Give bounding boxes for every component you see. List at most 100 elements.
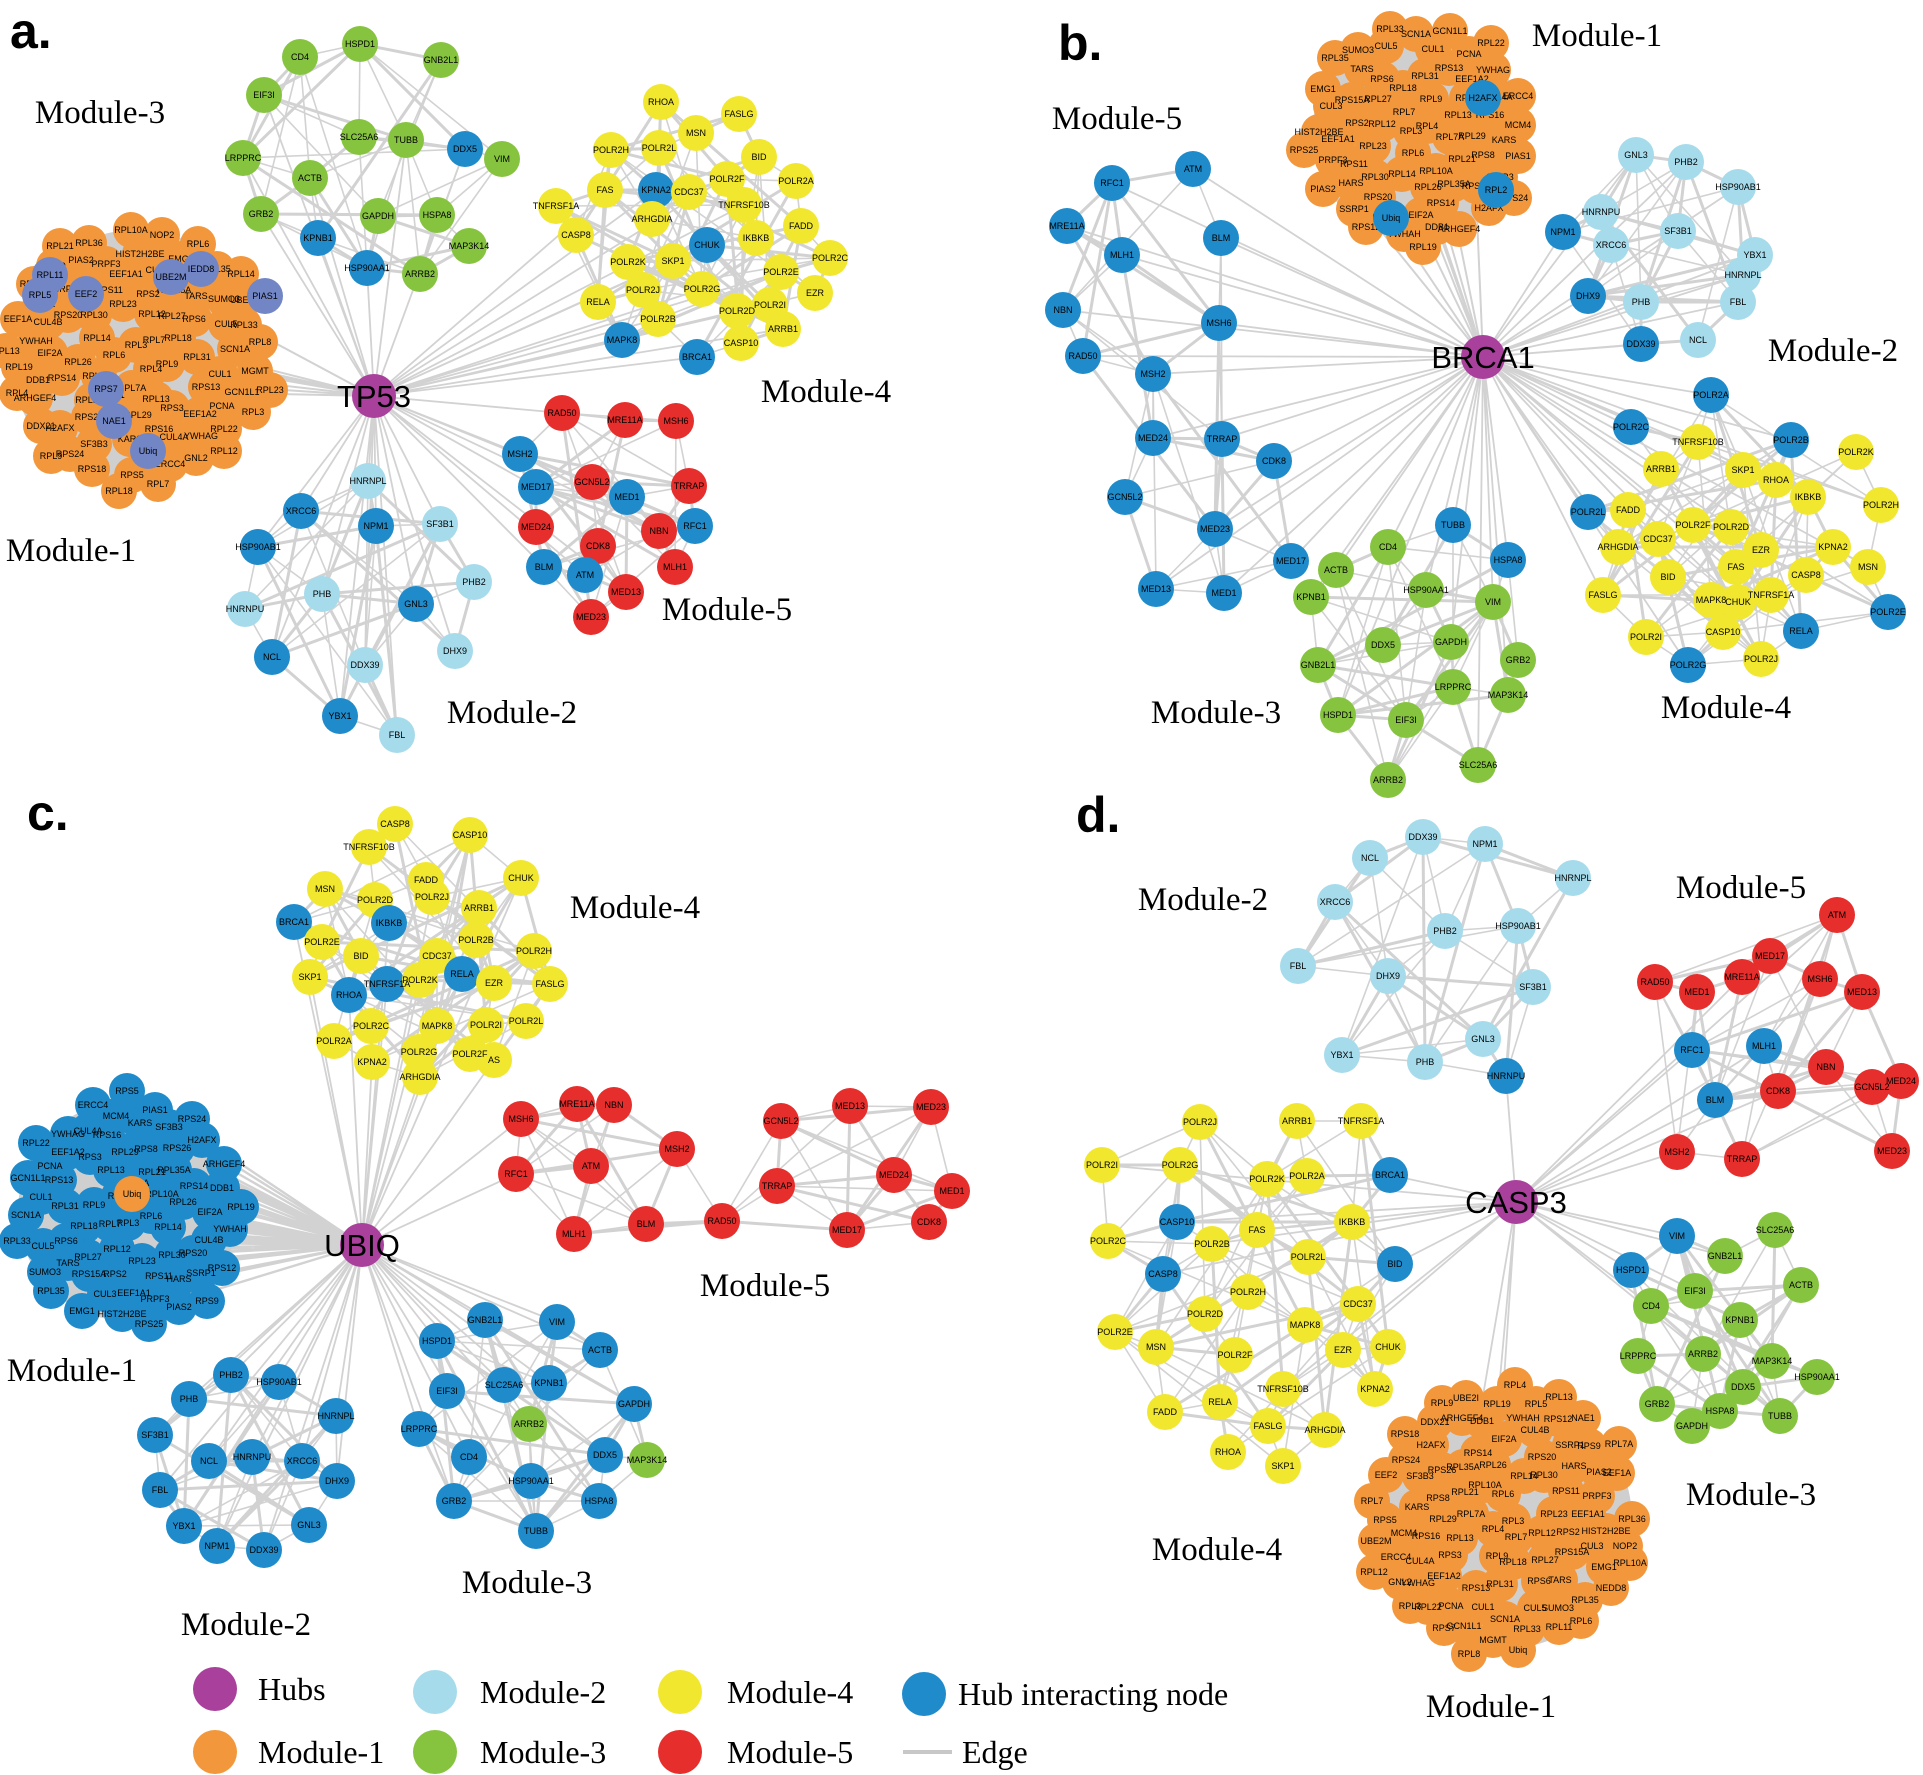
svg-text:RPS24: RPS24 [1500, 193, 1529, 203]
svg-text:POLR2F: POLR2F [709, 174, 745, 184]
svg-text:CD4: CD4 [1642, 1301, 1660, 1311]
svg-text:POLR2K: POLR2K [1838, 447, 1874, 457]
svg-text:POLR2J: POLR2J [626, 285, 660, 295]
svg-text:YWHAG: YWHAG [184, 431, 218, 441]
svg-text:Module-3: Module-3 [462, 1565, 592, 1601]
svg-text:MAPK8: MAPK8 [1696, 595, 1727, 605]
svg-text:MSH6: MSH6 [1807, 974, 1832, 984]
svg-text:MED13: MED13 [835, 1101, 865, 1111]
svg-text:HSP90AA1: HSP90AA1 [508, 1476, 554, 1486]
svg-text:HSP90AA1: HSP90AA1 [344, 263, 390, 273]
svg-text:ACTB: ACTB [1324, 565, 1348, 575]
svg-text:HARS: HARS [166, 1274, 191, 1284]
svg-text:PRPF3: PRPF3 [91, 259, 120, 269]
svg-text:NAE1: NAE1 [1571, 1413, 1595, 1423]
svg-text:RPL12: RPL12 [210, 446, 238, 456]
svg-text:RPL35: RPL35 [1321, 53, 1349, 63]
svg-text:TNFRSF10B: TNFRSF10B [343, 842, 395, 852]
svg-text:IKBKB: IKBKB [376, 918, 403, 928]
svg-text:Hub interacting node: Hub interacting node [958, 1676, 1228, 1712]
svg-text:MSH2: MSH2 [1140, 369, 1165, 379]
svg-text:RPL4: RPL4 [6, 388, 29, 398]
svg-text:RELA: RELA [1208, 1397, 1232, 1407]
svg-text:EEF1A1: EEF1A1 [109, 269, 143, 279]
svg-text:RPL7: RPL7 [99, 1219, 122, 1229]
svg-text:KARS: KARS [128, 1118, 153, 1128]
svg-text:RPL2: RPL2 [1485, 185, 1508, 195]
svg-text:ARRB1: ARRB1 [1282, 1116, 1312, 1126]
svg-text:GCN5L2: GCN5L2 [1854, 1082, 1889, 1092]
svg-text:YWHAH: YWHAH [1387, 229, 1421, 239]
svg-text:RPL21: RPL21 [138, 1167, 166, 1177]
svg-text:RPL4: RPL4 [1504, 1380, 1527, 1390]
svg-text:RPL23: RPL23 [1540, 1509, 1568, 1519]
svg-text:RHOA: RHOA [1763, 475, 1789, 485]
svg-text:ARRB2: ARRB2 [405, 269, 435, 279]
svg-text:GNL3: GNL3 [297, 1520, 321, 1530]
svg-text:CHUK: CHUK [1375, 1342, 1401, 1352]
svg-text:POLR2K: POLR2K [610, 257, 646, 267]
svg-text:DDX21: DDX21 [1420, 1417, 1449, 1427]
svg-text:RPL29: RPL29 [1429, 1514, 1457, 1524]
svg-text:SLC25A6: SLC25A6 [1756, 1225, 1795, 1235]
svg-text:SUMO3: SUMO3 [1342, 45, 1374, 55]
svg-text:FASLG: FASLG [1588, 590, 1617, 600]
svg-text:SSRP1: SSRP1 [186, 1268, 216, 1278]
svg-text:TNFRSF1A: TNFRSF1A [1748, 590, 1795, 600]
svg-text:EZR: EZR [806, 288, 825, 298]
svg-text:RPL5: RPL5 [29, 290, 52, 300]
svg-text:Module-5: Module-5 [1052, 101, 1182, 137]
svg-text:EEF1A: EEF1A [1603, 1468, 1632, 1478]
svg-text:MED24: MED24 [879, 1170, 909, 1180]
svg-text:MCM4: MCM4 [1391, 1528, 1418, 1538]
svg-text:FAS: FAS [596, 185, 613, 195]
svg-text:POLR2I: POLR2I [470, 1020, 502, 1030]
svg-text:RPL29: RPL29 [111, 1147, 139, 1157]
svg-text:DDX5: DDX5 [1371, 640, 1395, 650]
svg-text:DDX21: DDX21 [26, 421, 55, 431]
svg-text:HNRNPU: HNRNPU [1487, 1071, 1526, 1081]
svg-text:PHB2: PHB2 [219, 1370, 243, 1380]
svg-text:POLR2H: POLR2H [593, 145, 629, 155]
svg-text:RPS20: RPS20 [179, 1248, 208, 1258]
svg-text:RPL27: RPL27 [158, 311, 186, 321]
svg-text:POLR2J: POLR2J [1744, 654, 1778, 664]
svg-text:POLR2C: POLR2C [1090, 1236, 1127, 1246]
svg-text:RPL27: RPL27 [1364, 94, 1392, 104]
svg-text:MED24: MED24 [1138, 433, 1168, 443]
svg-text:CD4: CD4 [291, 52, 309, 62]
svg-text:RPS11: RPS11 [145, 1271, 173, 1281]
svg-text:CUL3: CUL3 [93, 1289, 116, 1299]
svg-text:MCM4: MCM4 [1505, 120, 1532, 130]
svg-text:H2AFX: H2AFX [187, 1135, 216, 1145]
svg-text:SF3B3: SF3B3 [1406, 1471, 1434, 1481]
svg-text:ARHGDIA: ARHGDIA [1304, 1425, 1345, 1435]
svg-text:NCL: NCL [1689, 335, 1707, 345]
svg-text:Module-4: Module-4 [1152, 1532, 1282, 1568]
svg-text:POLR2E: POLR2E [304, 937, 340, 947]
svg-text:PRPF3: PRPF3 [1582, 1491, 1611, 1501]
svg-text:SF3B1: SF3B1 [426, 519, 454, 529]
svg-text:MCM4: MCM4 [103, 1111, 130, 1121]
svg-text:POLR2D: POLR2D [357, 895, 394, 905]
svg-text:Module-2: Module-2 [480, 1674, 606, 1710]
svg-text:TARS: TARS [1548, 1575, 1571, 1585]
svg-text:RPL33: RPL33 [1513, 1624, 1541, 1634]
svg-text:RPL8: RPL8 [1458, 1649, 1481, 1659]
svg-text:RPS16: RPS16 [93, 1130, 122, 1140]
svg-text:MSH6: MSH6 [508, 1114, 533, 1124]
svg-text:RPS13: RPS13 [192, 382, 221, 392]
svg-text:EIF3I: EIF3I [253, 90, 275, 100]
svg-text:RPL7A: RPL7A [1457, 1509, 1486, 1519]
svg-text:RPL3: RPL3 [125, 340, 148, 350]
svg-text:RPL31: RPL31 [1411, 71, 1439, 81]
svg-text:FBL: FBL [1730, 297, 1747, 307]
svg-text:MLH1: MLH1 [663, 562, 687, 572]
svg-text:RPL7: RPL7 [1505, 1532, 1528, 1542]
svg-text:b.: b. [1058, 15, 1102, 71]
svg-text:FAS: FAS [1727, 562, 1744, 572]
svg-text:MSN: MSN [1858, 562, 1878, 572]
svg-text:Hubs: Hubs [258, 1671, 326, 1707]
svg-text:CUL4B: CUL4B [194, 1235, 223, 1245]
svg-text:PIAS1: PIAS1 [1505, 151, 1531, 161]
